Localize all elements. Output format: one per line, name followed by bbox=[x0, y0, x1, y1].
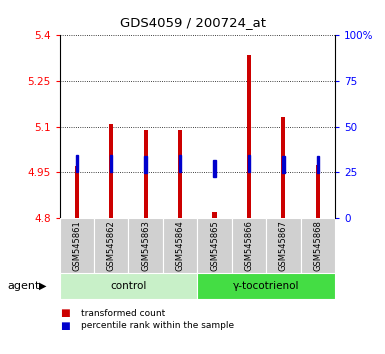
FancyBboxPatch shape bbox=[301, 218, 335, 273]
Text: agent: agent bbox=[8, 281, 40, 291]
Text: GSM545867: GSM545867 bbox=[279, 220, 288, 270]
Text: GSM545864: GSM545864 bbox=[176, 220, 185, 270]
Bar bbox=[109, 124, 113, 218]
Text: GSM545861: GSM545861 bbox=[72, 220, 81, 270]
Bar bbox=[110, 154, 112, 172]
Text: GSM545865: GSM545865 bbox=[210, 220, 219, 270]
FancyBboxPatch shape bbox=[197, 218, 232, 273]
Text: ■: ■ bbox=[60, 308, 69, 318]
Bar bbox=[76, 154, 78, 172]
Text: GSM545866: GSM545866 bbox=[244, 220, 253, 270]
Text: ■: ■ bbox=[60, 321, 69, 331]
Text: percentile rank within the sample: percentile rank within the sample bbox=[81, 321, 234, 330]
Bar bbox=[75, 166, 79, 218]
Bar bbox=[144, 130, 148, 218]
Text: ▶: ▶ bbox=[38, 281, 46, 291]
Bar bbox=[248, 154, 250, 172]
Bar bbox=[213, 212, 217, 218]
FancyBboxPatch shape bbox=[266, 218, 301, 273]
Text: γ-tocotrienol: γ-tocotrienol bbox=[233, 281, 300, 291]
Text: GSM545868: GSM545868 bbox=[313, 220, 322, 270]
Bar bbox=[282, 156, 285, 173]
Text: GSM545862: GSM545862 bbox=[107, 220, 116, 270]
Text: GDS4059 / 200724_at: GDS4059 / 200724_at bbox=[119, 16, 266, 29]
FancyBboxPatch shape bbox=[94, 218, 129, 273]
FancyBboxPatch shape bbox=[60, 273, 197, 299]
FancyBboxPatch shape bbox=[163, 218, 197, 273]
Text: control: control bbox=[110, 281, 147, 291]
Bar bbox=[281, 118, 285, 218]
Bar bbox=[316, 165, 320, 218]
FancyBboxPatch shape bbox=[129, 218, 163, 273]
Bar bbox=[179, 154, 181, 172]
Bar bbox=[144, 156, 147, 173]
FancyBboxPatch shape bbox=[60, 218, 94, 273]
Bar bbox=[247, 55, 251, 218]
Bar bbox=[178, 130, 182, 218]
Bar bbox=[316, 156, 319, 173]
Text: transformed count: transformed count bbox=[81, 309, 165, 318]
Bar bbox=[213, 160, 216, 177]
FancyBboxPatch shape bbox=[197, 273, 335, 299]
FancyBboxPatch shape bbox=[232, 218, 266, 273]
Text: GSM545863: GSM545863 bbox=[141, 220, 150, 270]
